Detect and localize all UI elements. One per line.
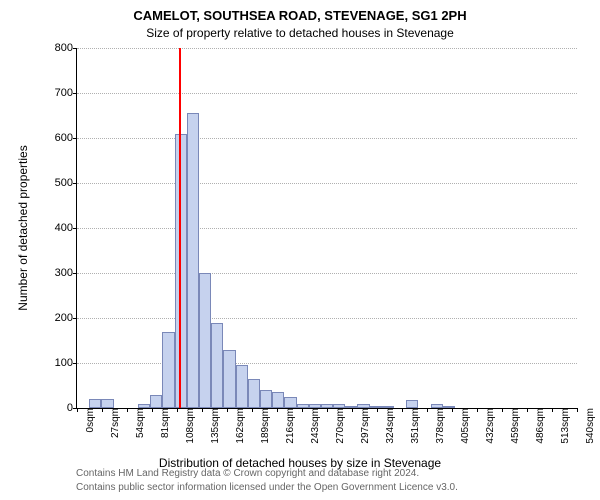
xtick-mark — [377, 408, 378, 412]
gridline — [77, 318, 577, 319]
xtick-label: 540sqm — [581, 408, 596, 444]
xtick-mark — [252, 408, 253, 412]
xtick-mark — [352, 408, 353, 412]
xtick-label: 135sqm — [206, 408, 221, 444]
xtick-mark — [327, 408, 328, 412]
gridline — [77, 93, 577, 94]
histogram-bar — [406, 400, 418, 408]
histogram-bar — [284, 397, 296, 408]
histogram-bar — [236, 365, 248, 408]
gridline — [77, 183, 577, 184]
xtick-mark — [227, 408, 228, 412]
xtick-mark — [427, 408, 428, 412]
footnote-line-2: Contains public sector information licen… — [76, 482, 458, 493]
xtick-mark — [102, 408, 103, 412]
xtick-label: 216sqm — [281, 408, 296, 444]
xtick-label: 378sqm — [431, 408, 446, 444]
gridline — [77, 363, 577, 364]
xtick-mark — [502, 408, 503, 412]
xtick-mark — [477, 408, 478, 412]
ytick-label: 700 — [55, 87, 77, 99]
xtick-label: 405sqm — [456, 408, 471, 444]
histogram-bar — [187, 113, 199, 408]
ytick-label: 800 — [55, 42, 77, 54]
xtick-label: 108sqm — [181, 408, 196, 444]
chart-subtitle: Size of property relative to detached ho… — [0, 26, 600, 40]
chart-container: CAMELOT, SOUTHSEA ROAD, STEVENAGE, SG1 2… — [0, 0, 600, 500]
xtick-label: 189sqm — [256, 408, 271, 444]
histogram-bar — [272, 392, 284, 408]
gridline — [77, 273, 577, 274]
histogram-bar — [150, 395, 162, 409]
xtick-mark — [127, 408, 128, 412]
xtick-mark — [202, 408, 203, 412]
xtick-label: 486sqm — [531, 408, 546, 444]
xtick-label: 162sqm — [231, 408, 246, 444]
gridline — [77, 48, 577, 49]
xtick-mark — [277, 408, 278, 412]
plot-area: 01002003004005006007008000sqm27sqm54sqm8… — [76, 48, 577, 409]
xtick-label: 351sqm — [406, 408, 421, 444]
ytick-label: 400 — [55, 222, 77, 234]
xtick-label: 54sqm — [131, 408, 146, 438]
xtick-label: 324sqm — [381, 408, 396, 444]
ytick-label: 500 — [55, 177, 77, 189]
footnote-line-1: Contains HM Land Registry data © Crown c… — [76, 468, 419, 479]
histogram-bar — [89, 399, 101, 408]
xtick-label: 243sqm — [306, 408, 321, 444]
xtick-label: 297sqm — [356, 408, 371, 444]
histogram-bar — [199, 273, 211, 408]
ytick-label: 600 — [55, 132, 77, 144]
xtick-mark — [577, 408, 578, 412]
gridline — [77, 138, 577, 139]
histogram-bar — [223, 350, 235, 409]
xtick-label: 27sqm — [106, 408, 121, 438]
histogram-bar — [211, 323, 223, 409]
ytick-label: 0 — [67, 402, 77, 414]
xtick-mark — [152, 408, 153, 412]
xtick-mark — [402, 408, 403, 412]
xtick-mark — [302, 408, 303, 412]
xtick-label: 0sqm — [81, 408, 96, 432]
xtick-mark — [77, 408, 78, 412]
histogram-bar — [260, 390, 272, 408]
xtick-mark — [527, 408, 528, 412]
chart-title: CAMELOT, SOUTHSEA ROAD, STEVENAGE, SG1 2… — [0, 8, 600, 23]
ytick-label: 200 — [55, 312, 77, 324]
xtick-label: 270sqm — [331, 408, 346, 444]
gridline — [77, 228, 577, 229]
y-axis-label: Number of detached properties — [16, 145, 30, 310]
histogram-bar — [101, 399, 113, 408]
ytick-label: 100 — [55, 357, 77, 369]
xtick-mark — [452, 408, 453, 412]
reference-line — [179, 48, 181, 408]
xtick-label: 81sqm — [156, 408, 171, 438]
histogram-bar — [248, 379, 260, 408]
histogram-bar — [162, 332, 174, 409]
ytick-label: 300 — [55, 267, 77, 279]
xtick-label: 513sqm — [556, 408, 571, 444]
xtick-label: 432sqm — [481, 408, 496, 444]
xtick-mark — [552, 408, 553, 412]
xtick-label: 459sqm — [506, 408, 521, 444]
xtick-mark — [177, 408, 178, 412]
